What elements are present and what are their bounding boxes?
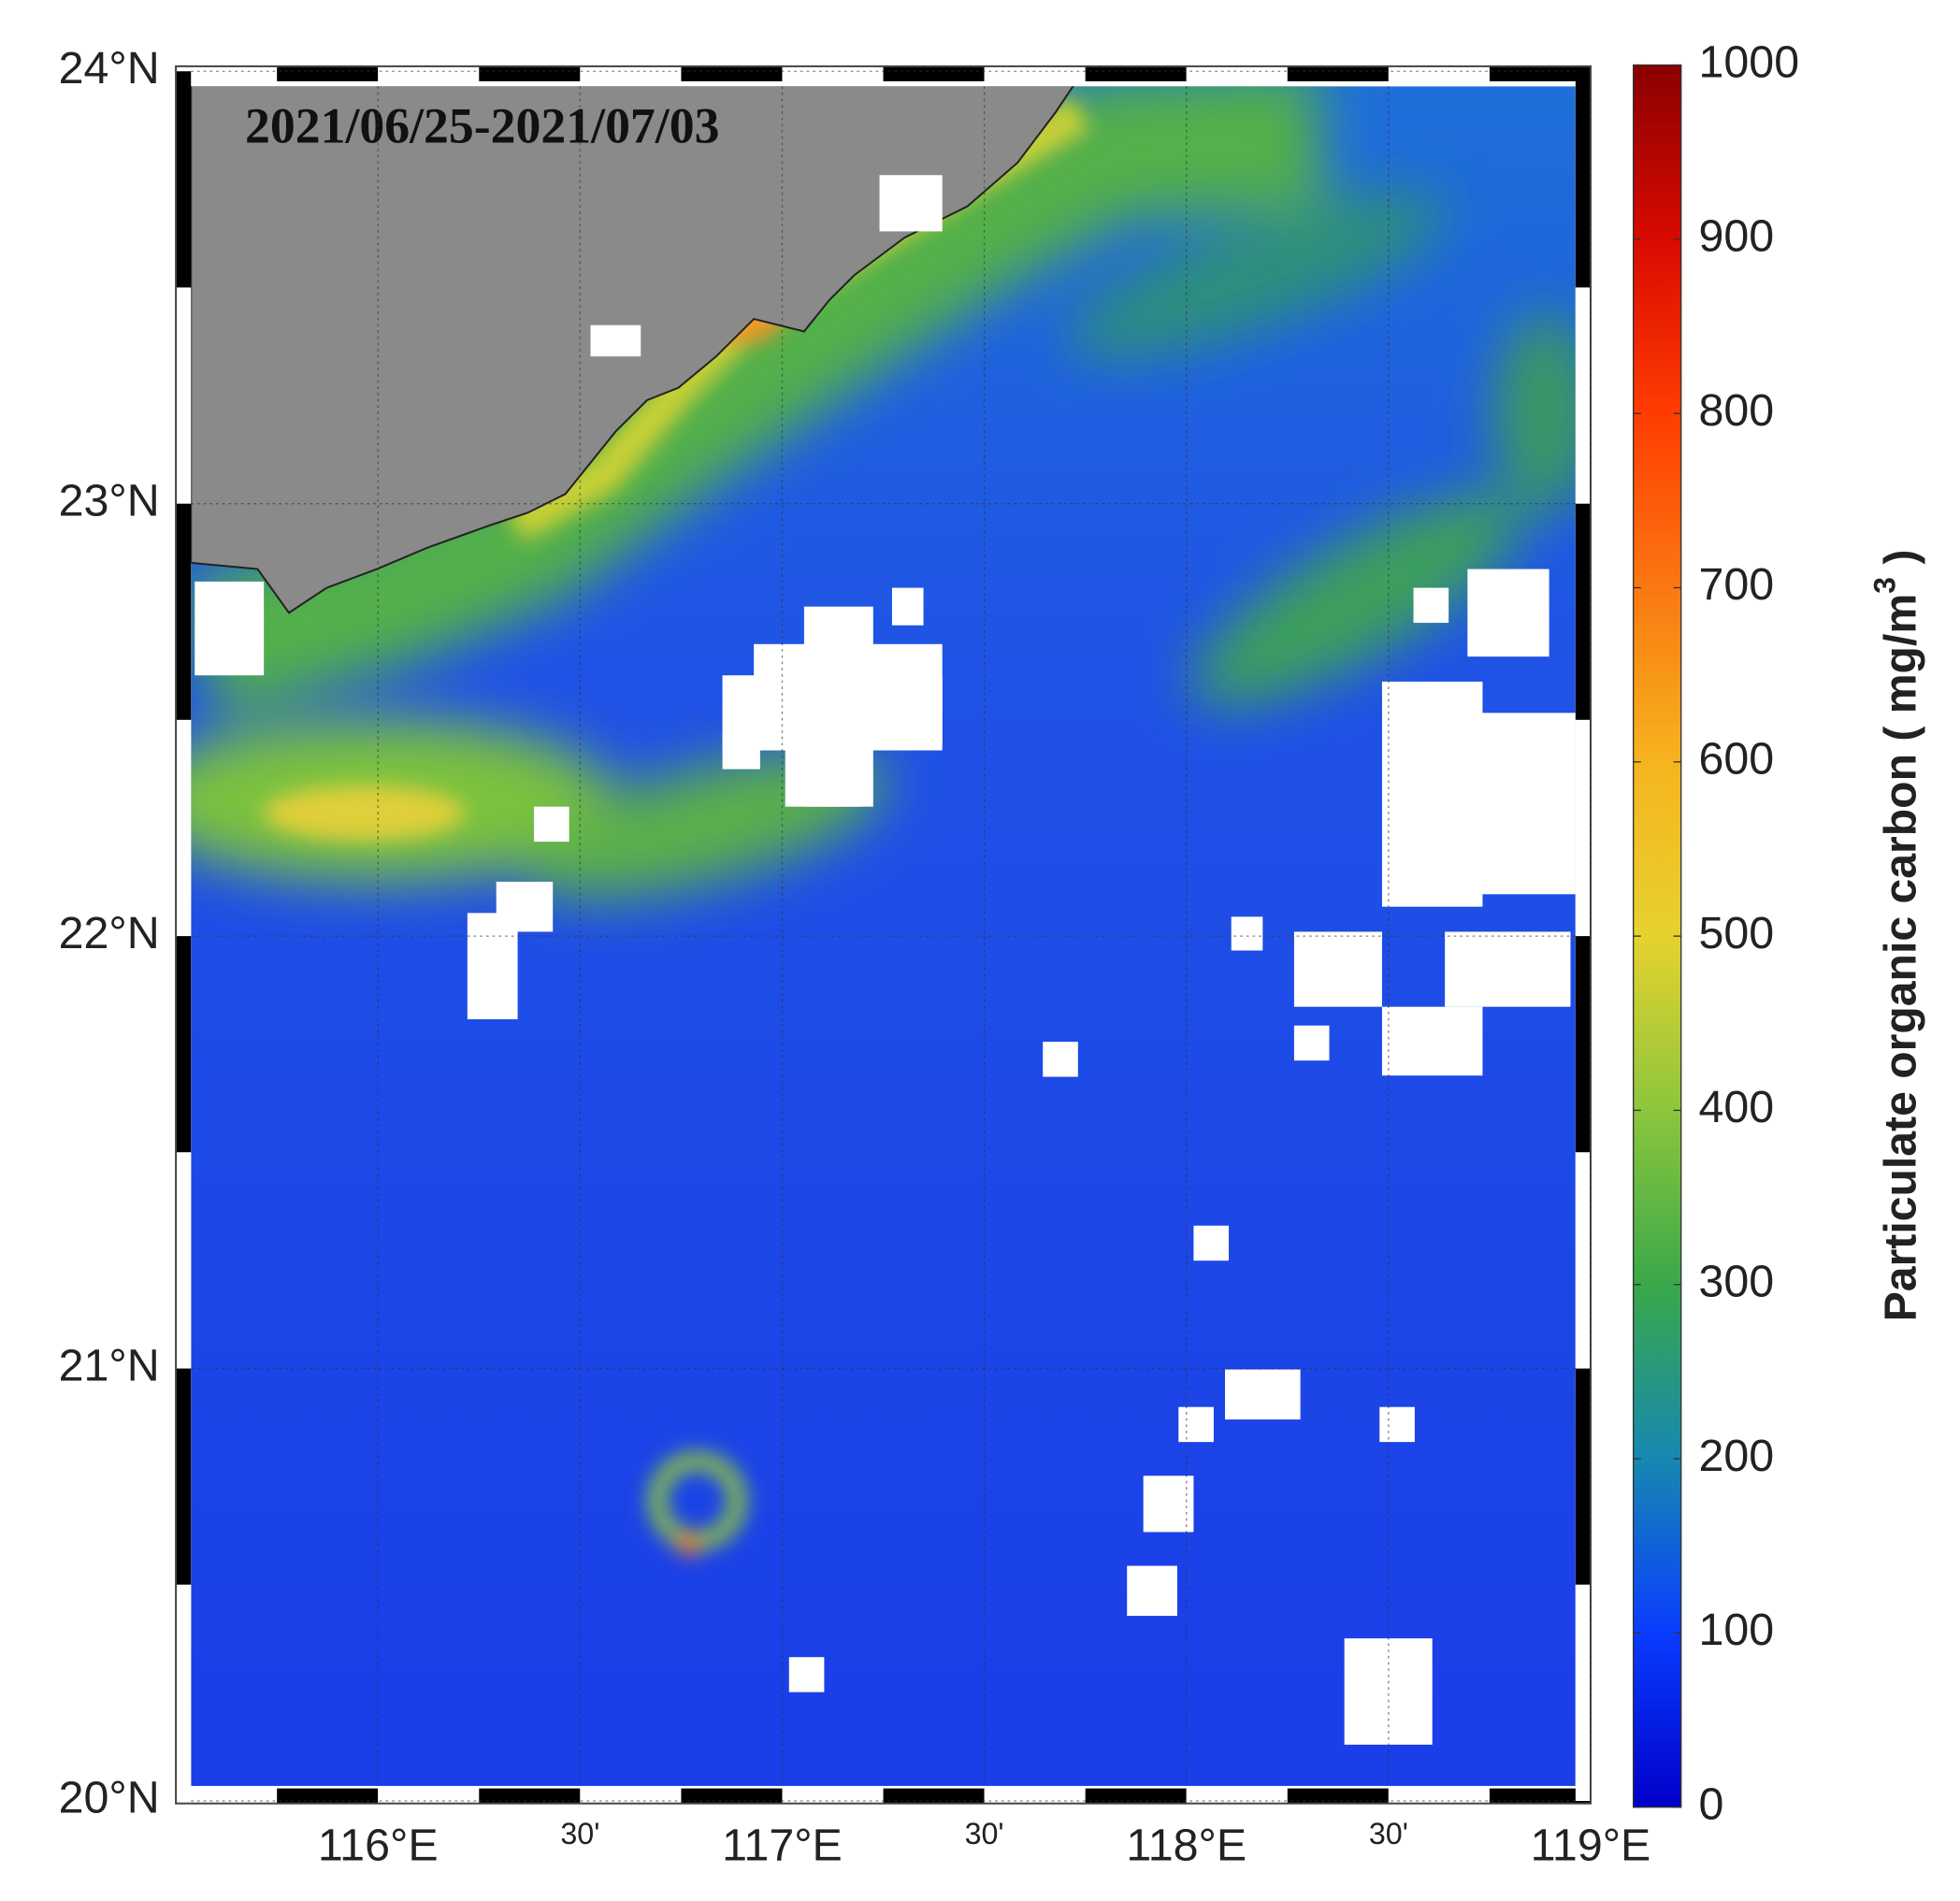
colorbar-tick-label: 400: [1699, 1082, 1775, 1132]
frame-segment: [681, 1788, 783, 1804]
frame-segment: [1575, 287, 1591, 504]
lon-tick-label: 116°E: [318, 1821, 439, 1871]
frame-segment: [1186, 1788, 1288, 1804]
colorbar-tick-label: 700: [1699, 559, 1775, 610]
colorbar-tick-label: 100: [1699, 1605, 1775, 1655]
frame-segment: [176, 1368, 192, 1585]
lat-tick-label: 20°N: [59, 1773, 160, 1823]
frame-segment: [176, 1152, 192, 1369]
frame-segment: [883, 65, 985, 81]
frame-segment: [176, 503, 192, 720]
frame-segment: [782, 65, 884, 81]
frame-segment: [580, 65, 682, 81]
frame-segment: [1575, 503, 1591, 720]
frame-segment: [1085, 1788, 1187, 1804]
frame-segment: [378, 1788, 480, 1804]
lon-tick-label: 30': [1369, 1817, 1408, 1851]
map-title: 2021/06/25-2021/07/03: [245, 98, 719, 154]
frame-segment: [1575, 936, 1591, 1153]
cloud-mask: [195, 569, 1576, 1745]
frame-segment: [1186, 65, 1288, 81]
frame-segment: [883, 1788, 985, 1804]
colorbar-tick-label: 900: [1699, 211, 1775, 262]
colorbar-tick-label: 200: [1699, 1431, 1775, 1481]
cloud-mask: [879, 175, 943, 232]
frame-segment: [1085, 65, 1187, 81]
frame-segment: [1287, 1788, 1389, 1804]
frame-segment: [1489, 65, 1591, 81]
frame-segment: [176, 1788, 278, 1804]
frame-segment: [1388, 65, 1490, 81]
colorbar-label-end: ): [1875, 550, 1925, 577]
frame-segment: [1287, 65, 1389, 81]
lat-tick-label: 23°N: [59, 475, 160, 526]
frame-segment: [1575, 1584, 1591, 1801]
frame-segment: [580, 1788, 682, 1804]
frame-segment: [176, 287, 192, 504]
colorbar-tick-label: 600: [1699, 734, 1775, 785]
frame-segment: [984, 65, 1086, 81]
map-image: [191, 86, 1576, 1786]
frame-segment: [479, 1788, 581, 1804]
lat-tick-label: 22°N: [59, 908, 160, 958]
frame-segment: [1575, 71, 1591, 288]
frame-segment: [984, 1788, 1086, 1804]
colorbar-label-text: Particulate organic carbon ( mg/m: [1875, 594, 1925, 1321]
lon-tick-label: 30': [965, 1817, 1004, 1851]
lat-tick-label: 21°N: [59, 1340, 160, 1390]
colorbar-label: Particulate organic carbon ( mg/m3 ): [1867, 550, 1925, 1322]
frame-segment: [782, 1788, 884, 1804]
colorbar-label-sup: 3: [1867, 577, 1901, 594]
frame-segment: [681, 65, 783, 81]
frame-segment: [176, 719, 192, 937]
frame-segment: [1388, 1788, 1490, 1804]
frame-segment: [1575, 1152, 1591, 1369]
frame-segment: [277, 65, 379, 81]
frame-segment: [277, 1788, 379, 1804]
frame-segment: [176, 65, 278, 81]
frame-segment: [1575, 1368, 1591, 1585]
frame-segment: [479, 65, 581, 81]
colorbar-tick-label: 1000: [1699, 36, 1800, 87]
colorbar-tick-label: 0: [1699, 1779, 1724, 1830]
frame-segment: [176, 1584, 192, 1801]
cloud-mask: [590, 324, 641, 357]
colorbar-tick-label: 500: [1699, 908, 1775, 958]
lon-tick-label: 30': [560, 1817, 599, 1851]
frame-border: [175, 65, 1592, 1805]
frame-segment: [1575, 719, 1591, 937]
frame-segment: [176, 936, 192, 1153]
frame-segment: [378, 65, 480, 81]
lat-tick-label: 24°N: [59, 43, 160, 94]
map-frame: [175, 65, 1592, 1805]
colorbar-tick-label: 300: [1699, 1257, 1775, 1307]
colorbar: [1632, 64, 1682, 1808]
frame-segment: [176, 71, 192, 288]
lon-tick-label: 117°E: [722, 1821, 843, 1871]
lon-tick-label: 118°E: [1126, 1821, 1247, 1871]
colorbar-tick-label: 800: [1699, 385, 1775, 436]
lon-tick-label: 119°E: [1531, 1821, 1651, 1871]
frame-segment: [1489, 1788, 1591, 1804]
